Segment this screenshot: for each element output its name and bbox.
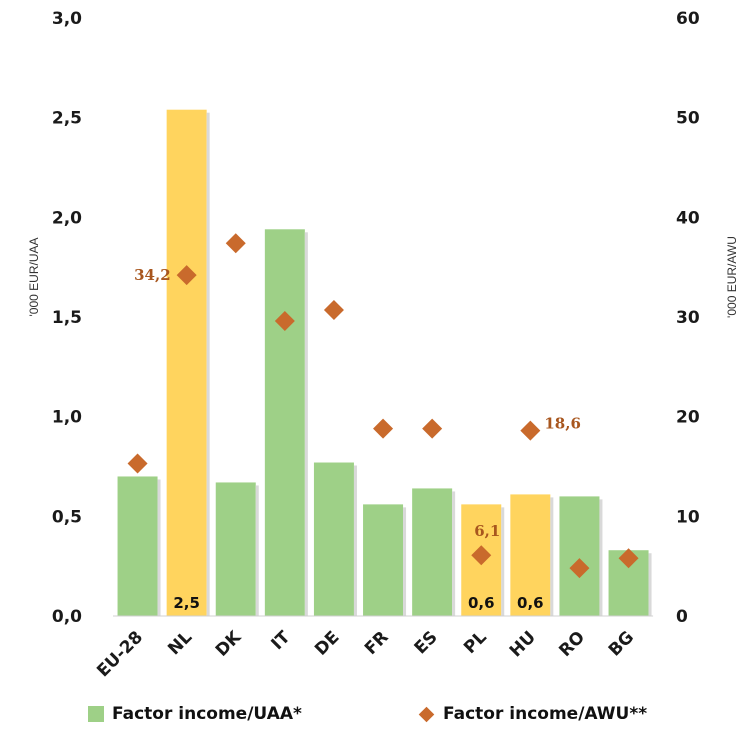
left-tick-label: 2,0 [52,208,82,228]
bar-shadow [403,507,407,616]
bar-NL [166,109,207,617]
legend-point-label: Factor income/AWU** [443,704,648,724]
bar-DK [215,482,256,616]
point-BG [618,548,639,569]
category-label: DE [311,627,343,659]
point-data-labels: 34,2 6,1 18,6 [134,266,581,540]
left-tick-label: 2,5 [52,109,82,129]
category-label: HU [506,627,540,661]
point-DK [225,233,246,254]
category-label: DK [212,627,246,661]
bar-data-labels: 2,5 0,6 0,6 [173,594,543,612]
legend-item-bars: Factor income/UAA* [88,704,302,724]
point-PL [471,545,492,566]
bar-series [117,109,652,617]
category-label: BG [605,627,638,660]
right-tick-label: 40 [676,208,700,228]
bar-data-label: 2,5 [173,594,200,612]
bar-EU-28 [117,476,158,616]
bar-shadow [550,497,554,616]
bar-shadow [353,465,357,616]
right-tick-label: 0 [676,607,688,627]
category-label: FR [361,627,393,659]
bar-data-label: 0,6 [517,594,544,612]
point-NL [176,265,197,286]
category-label: PL [460,627,491,658]
legend: Factor income/UAA* Factor income/AWU** [88,704,728,730]
bar-IT [264,229,305,616]
right-axis-title: '000 EUR/AWU [725,236,739,318]
left-axis-ticks: 0,0 0,5 1,0 1,5 2,0 2,5 3,0 [52,9,82,627]
bar-DE [313,462,354,616]
bar-shadow [157,479,161,616]
point-series [127,233,639,579]
legend-point-swatch [418,706,435,722]
bar-shadow [599,499,603,616]
point-IT [274,310,295,331]
left-tick-label: 1,5 [52,308,82,328]
legend-item-points: Factor income/AWU** [418,704,647,724]
point-DE [323,300,344,321]
bar-shadow [501,507,505,616]
bar-data-label: 0,6 [468,594,495,612]
point-HU [520,420,541,441]
right-tick-label: 10 [676,507,700,527]
category-labels: EU-28 NL DK IT DE FR ES PL HU RO BG [93,627,638,681]
left-tick-label: 0,5 [52,507,82,527]
bar-FR [363,504,404,616]
left-tick-label: 0,0 [52,607,82,627]
point-ES [422,418,443,439]
right-axis-ticks: 0 10 20 30 40 50 60 [676,9,700,627]
bar-shadow [648,553,652,616]
point-FR [373,418,394,439]
bar-shadow [452,491,456,616]
chart: 0,0 0,5 1,0 1,5 2,0 2,5 3,0 0 10 20 30 40 50 60 '000… [27,9,739,681]
left-tick-label: 3,0 [52,9,82,29]
right-tick-label: 60 [676,9,700,29]
bar-RO [559,496,600,616]
right-tick-label: 20 [676,408,700,428]
bar-shadow [255,485,259,616]
category-label: NL [164,627,196,659]
left-axis-title: '000 EUR/UAA [27,238,41,317]
category-label: ES [411,627,442,658]
category-label: IT [268,627,295,654]
category-label: RO [555,627,589,661]
bar-HU [510,494,551,616]
point-data-label: 18,6 [544,415,581,433]
category-label: EU-28 [93,627,147,681]
right-tick-label: 50 [676,109,700,129]
left-tick-label: 1,0 [52,408,82,428]
bar-ES [412,488,453,616]
bar-shadow [206,112,210,617]
point-RO [569,558,590,579]
legend-bar-label: Factor income/UAA* [112,704,302,724]
right-tick-label: 30 [676,308,700,328]
point-data-label: 34,2 [134,266,171,284]
legend-bar-swatch [88,706,104,722]
point-EU-28 [127,453,148,474]
bar-shadow [304,232,308,616]
point-data-label: 6,1 [474,522,500,540]
